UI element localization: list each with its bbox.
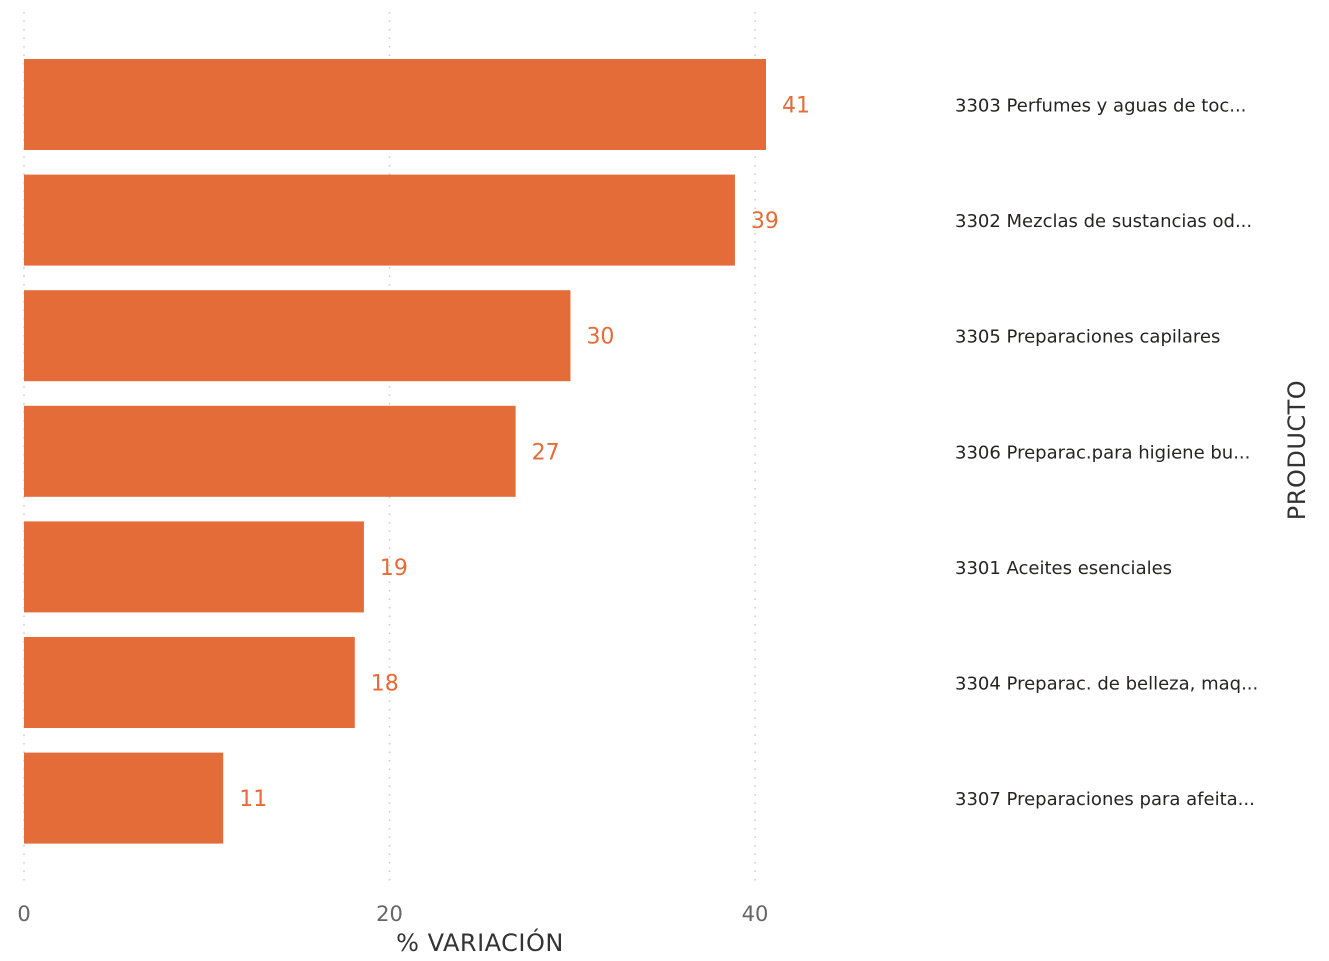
category-label: 3302 Mezclas de sustancias od... <box>955 211 1252 232</box>
category-labels: 3303 Perfumes y aguas de toc... 3302 Mezc… <box>955 96 1258 811</box>
category-label: 3305 Preparaciones capilares <box>955 327 1220 348</box>
bar-value-label: 11 <box>239 787 267 812</box>
x-tick-label: 40 <box>742 902 769 926</box>
bar <box>24 59 766 150</box>
bar <box>24 637 355 728</box>
bar <box>24 290 570 381</box>
bar-value-label: 18 <box>371 672 399 697</box>
bar-value-label: 41 <box>782 94 810 119</box>
category-label: 3304 Preparac. de belleza, maq... <box>955 674 1258 695</box>
bar-value-label: 39 <box>751 209 779 234</box>
bars <box>24 59 766 844</box>
bar-value-label: 27 <box>532 440 560 465</box>
category-label: 3306 Preparac.para higiene bu... <box>955 442 1250 463</box>
bar-value-label: 30 <box>586 325 614 350</box>
x-tick-labels: 0 20 40 <box>17 902 768 926</box>
x-tick-label: 20 <box>376 902 403 926</box>
bar <box>24 175 735 266</box>
y-axis-title: PRODUCTO <box>1283 380 1311 520</box>
category-label: 3307 Preparaciones para afeita... <box>955 789 1255 810</box>
bar-value-label: 19 <box>380 556 408 581</box>
bar <box>24 521 364 612</box>
bar <box>24 753 223 844</box>
bar <box>24 406 516 497</box>
x-tick-label: 0 <box>17 902 30 926</box>
category-label: 3301 Aceites esenciales <box>955 558 1172 579</box>
x-axis-title: % VARIACIÓN <box>260 929 700 957</box>
category-label: 3303 Perfumes y aguas de toc... <box>955 96 1246 117</box>
